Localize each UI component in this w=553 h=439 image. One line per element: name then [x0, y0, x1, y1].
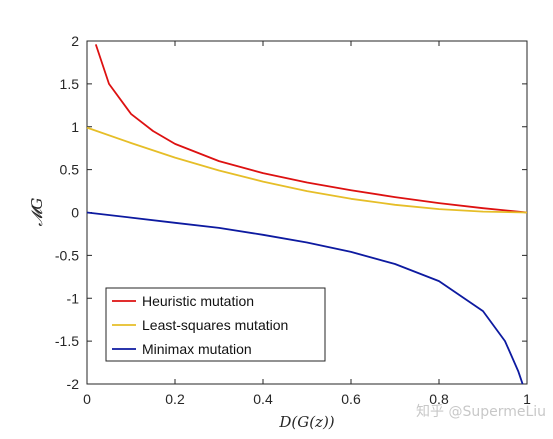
x-tick-label: 0.6 — [341, 391, 361, 407]
y-tick-label: -1 — [67, 290, 80, 306]
x-tick-label: 1 — [523, 391, 531, 407]
y-axis-label: 𝓜G — [28, 198, 46, 227]
legend-label: Least-squares mutation — [142, 317, 288, 333]
legend-box — [105, 287, 326, 362]
series-line-2 — [86, 211, 524, 385]
x-tick-label: 0 — [83, 391, 91, 407]
y-axis-ticks: 2 1.5 1 0.5 0 -0.5 -1 -1.5 -2 — [55, 33, 527, 392]
series-line-0 — [94, 44, 528, 214]
x-tick-label: 0.2 — [165, 391, 185, 407]
x-tick-label: 0.8 — [429, 391, 449, 407]
y-tick-label: -0.5 — [55, 247, 79, 263]
legend: Heuristic mutation Least-squares mutation… — [105, 287, 326, 362]
y-tick-label: 0.5 — [60, 162, 80, 178]
x-axis-ticks: 0 0.2 0.4 0.6 0.8 1 — [83, 41, 531, 407]
series-line-1 — [86, 126, 528, 214]
y-tick-label: -1.5 — [55, 333, 79, 349]
legend-label: Heuristic mutation — [142, 293, 254, 309]
x-tick-label: 0.4 — [253, 391, 273, 407]
legend-items: Heuristic mutation Least-squares mutation… — [112, 293, 288, 357]
legend-label: Minimax mutation — [142, 341, 252, 357]
x-axis-label: D(G(z)) — [278, 413, 334, 431]
y-tick-label: 1.5 — [60, 76, 80, 92]
watermark-text: 知乎 @SupermeLiu — [416, 403, 546, 420]
y-tick-label: 0 — [71, 205, 79, 221]
series-lines — [86, 44, 528, 385]
y-tick-label: 1 — [71, 119, 79, 135]
y-tick-label: -2 — [67, 376, 80, 392]
y-tick-label: 2 — [71, 33, 79, 49]
